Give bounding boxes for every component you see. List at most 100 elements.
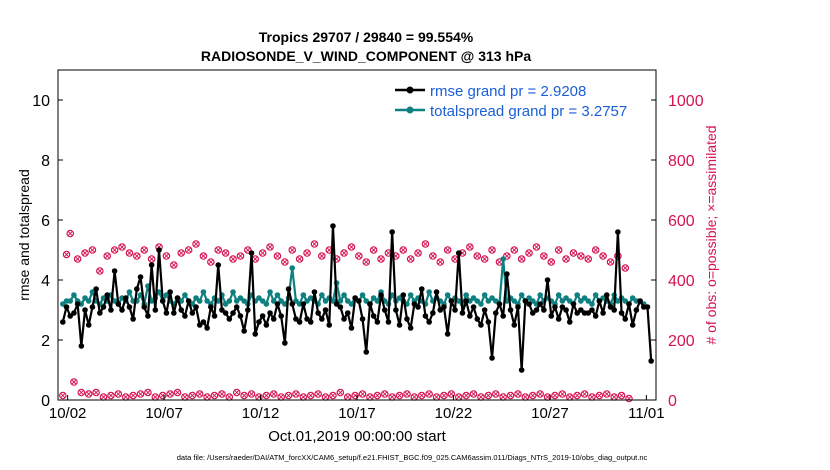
legend: rmse grand pr = 2.9208 totalspread grand… — [395, 83, 627, 120]
rmse-point — [296, 319, 303, 325]
rmse-point — [511, 322, 518, 328]
obs-possible-point — [540, 252, 548, 260]
rmse-point — [333, 301, 340, 307]
obs-possible-point — [406, 255, 415, 263]
obs-possible-point — [577, 252, 585, 260]
obs-assimilated-point — [182, 394, 188, 400]
obs-possible-point — [551, 391, 559, 400]
obs-possible-point — [436, 258, 445, 266]
rmse-point — [467, 313, 473, 319]
obs-possible-point — [351, 391, 359, 400]
totalspread-point — [163, 292, 170, 298]
obs-possible-point — [269, 390, 278, 398]
obs-assimilated-point — [78, 389, 84, 396]
rmse-point — [119, 307, 125, 313]
obs-assimilated-point — [489, 247, 495, 253]
rmse-point — [633, 307, 640, 313]
y2-tick-label: 0 — [668, 393, 677, 410]
obs-possible-point — [417, 391, 426, 400]
obs-assimilated-point — [448, 391, 455, 397]
obs-assimilated-point — [389, 394, 395, 400]
rmse-point — [407, 325, 414, 331]
rmse-point — [233, 304, 240, 310]
obs-assimilated-point — [544, 394, 551, 400]
totalspread-point — [511, 298, 518, 304]
rmse-point — [404, 316, 410, 322]
obs-assimilated-point — [104, 253, 110, 259]
obs-assimilated-point — [134, 253, 140, 259]
rmse-point — [415, 304, 421, 310]
obs-assimilated-point — [363, 259, 369, 265]
rmse-point — [237, 313, 244, 319]
y-tick-label: 2 — [41, 333, 50, 350]
totalspread-point — [426, 289, 432, 295]
obs-possible-point — [547, 258, 556, 266]
y-tick-label: 10 — [32, 93, 50, 110]
rmse-point — [245, 307, 251, 313]
obs-assimilated-point — [215, 247, 221, 253]
obs-possible-point — [469, 390, 478, 398]
rmse-point — [100, 304, 107, 310]
obs-possible-point — [136, 390, 145, 398]
rmse-point — [522, 298, 529, 304]
obs-assimilated-point — [145, 389, 151, 396]
totalspread-point — [337, 298, 344, 304]
rmse-point — [474, 316, 481, 322]
obs-assimilated-point — [330, 392, 336, 399]
x-tick-label: 10/12 — [242, 405, 280, 422]
obs-possible-point — [414, 249, 422, 257]
rmse-point — [130, 316, 136, 322]
rmse-point — [85, 322, 92, 328]
obs-assimilated-point — [422, 241, 429, 247]
obs-possible-point — [440, 391, 448, 400]
rmse-point — [208, 304, 214, 310]
totalspread-point — [600, 295, 606, 301]
left-axis-ticks: 0 2 4 6 8 10 — [32, 93, 63, 410]
obs-assimilated-point — [467, 244, 473, 250]
obs-assimilated-point — [300, 394, 306, 400]
obs-possible-point — [184, 246, 193, 254]
obs-possible-point — [536, 390, 544, 398]
obs-assimilated-point — [108, 392, 114, 399]
obs-assimilated-point — [130, 392, 136, 399]
obs-possible-point — [503, 252, 511, 260]
obs-assimilated-point — [437, 259, 443, 265]
obs-possible-point — [369, 246, 378, 254]
rmse-point — [256, 319, 262, 325]
obs-assimilated-point — [559, 391, 566, 397]
totalspread-point — [274, 292, 281, 298]
totalspread-point — [60, 301, 66, 307]
rmse-point — [370, 313, 377, 319]
rmse-point — [515, 304, 521, 310]
y-axis-label: rmse and totalspread — [16, 169, 32, 301]
totalspread-point — [85, 298, 92, 304]
rmse-point — [115, 301, 122, 307]
rmse-point — [122, 295, 129, 301]
obs-possible-point — [214, 246, 223, 254]
obs-possible-point — [59, 391, 67, 400]
obs-assimilated-point — [185, 247, 192, 253]
rmse-point — [71, 310, 77, 316]
rmse-point — [104, 292, 111, 298]
obs-possible-point — [173, 388, 182, 397]
obs-assimilated-point — [578, 253, 584, 259]
obs-assimilated-point — [533, 244, 540, 250]
obs-possible-point — [447, 390, 456, 398]
totalspread-point — [407, 292, 414, 298]
obs-possible-point — [281, 258, 289, 266]
obs-assimilated-point — [530, 392, 536, 399]
totalspread-point — [126, 289, 133, 295]
obs-possible-point — [466, 243, 474, 251]
obs-assimilated-point — [326, 247, 332, 253]
x-tick-label: 10/17 — [338, 405, 376, 422]
obs-possible-point — [484, 391, 493, 400]
rmse-point — [293, 316, 299, 322]
obs-assimilated-point — [274, 253, 281, 259]
totalspread-point — [581, 295, 588, 301]
rmse-point — [544, 277, 551, 283]
obs-possible-point — [229, 255, 237, 263]
rmse-point — [400, 292, 407, 298]
rmse-point — [504, 271, 510, 277]
rmse-point — [141, 304, 148, 310]
